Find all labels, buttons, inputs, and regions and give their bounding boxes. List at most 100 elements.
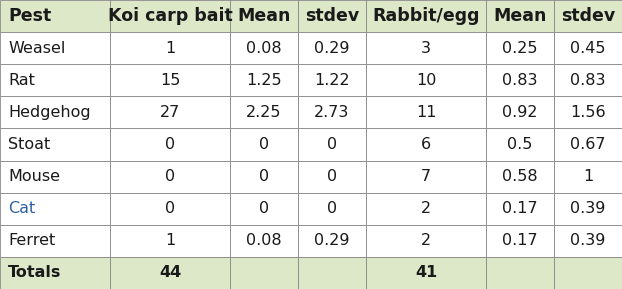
Bar	[366, 32, 486, 64]
Text: 0: 0	[165, 201, 175, 216]
Text: 15: 15	[160, 73, 180, 88]
Text: 0.39: 0.39	[570, 201, 606, 216]
Text: 0.58: 0.58	[502, 169, 538, 184]
Text: Ferret: Ferret	[8, 233, 55, 248]
Bar	[366, 0, 486, 32]
Bar	[366, 161, 486, 193]
Bar	[366, 257, 486, 289]
Bar	[486, 193, 554, 225]
Text: Mouse: Mouse	[8, 169, 60, 184]
Bar	[0, 257, 110, 289]
Text: 0: 0	[327, 169, 337, 184]
Bar	[554, 257, 622, 289]
Text: 1.56: 1.56	[570, 105, 606, 120]
Bar	[0, 0, 110, 32]
Text: 0.83: 0.83	[502, 73, 538, 88]
Text: 7: 7	[421, 169, 431, 184]
Bar	[486, 96, 554, 128]
Text: 10: 10	[416, 73, 436, 88]
Text: 1: 1	[165, 233, 175, 248]
Bar	[110, 257, 230, 289]
Bar	[110, 193, 230, 225]
Text: 11: 11	[415, 105, 436, 120]
Text: 2: 2	[421, 201, 431, 216]
Bar	[298, 96, 366, 128]
Text: Weasel: Weasel	[8, 41, 65, 56]
Text: 0: 0	[327, 137, 337, 152]
Text: 3: 3	[421, 41, 431, 56]
Bar	[298, 225, 366, 257]
Text: 0.08: 0.08	[246, 41, 282, 56]
Bar	[230, 257, 298, 289]
Bar	[230, 225, 298, 257]
Text: Rabbit/egg: Rabbit/egg	[372, 7, 480, 25]
Bar	[486, 0, 554, 32]
Bar	[110, 225, 230, 257]
Text: Cat: Cat	[8, 201, 35, 216]
Bar	[554, 225, 622, 257]
Text: 1.25: 1.25	[246, 73, 282, 88]
Bar	[0, 64, 110, 96]
Bar	[554, 64, 622, 96]
Bar	[230, 0, 298, 32]
Text: 2.73: 2.73	[314, 105, 350, 120]
Bar	[298, 193, 366, 225]
Bar	[0, 128, 110, 161]
Bar	[298, 161, 366, 193]
Bar	[110, 32, 230, 64]
Text: 0.29: 0.29	[314, 233, 350, 248]
Bar	[554, 0, 622, 32]
Text: 2.25: 2.25	[246, 105, 282, 120]
Text: 1.22: 1.22	[314, 73, 350, 88]
Text: 0: 0	[327, 201, 337, 216]
Bar	[0, 225, 110, 257]
Bar	[298, 128, 366, 161]
Text: 0.45: 0.45	[570, 41, 606, 56]
Text: Mean: Mean	[238, 7, 290, 25]
Text: 0.25: 0.25	[502, 41, 538, 56]
Bar	[486, 64, 554, 96]
Bar	[230, 193, 298, 225]
Bar	[230, 32, 298, 64]
Text: 0.5: 0.5	[508, 137, 532, 152]
Text: stdev: stdev	[305, 7, 359, 25]
Bar	[230, 64, 298, 96]
Text: stdev: stdev	[561, 7, 615, 25]
Bar	[110, 0, 230, 32]
Bar	[554, 128, 622, 161]
Text: 0: 0	[259, 201, 269, 216]
Bar	[298, 0, 366, 32]
Bar	[230, 96, 298, 128]
Text: 2: 2	[421, 233, 431, 248]
Bar	[0, 32, 110, 64]
Bar	[298, 257, 366, 289]
Text: Rat: Rat	[8, 73, 35, 88]
Bar	[486, 257, 554, 289]
Text: 0: 0	[259, 137, 269, 152]
Text: Koi carp bait: Koi carp bait	[108, 7, 233, 25]
Bar	[298, 64, 366, 96]
Text: 27: 27	[160, 105, 180, 120]
Bar	[110, 161, 230, 193]
Text: 0.83: 0.83	[570, 73, 606, 88]
Text: 0: 0	[165, 169, 175, 184]
Text: 41: 41	[415, 265, 437, 280]
Bar	[110, 96, 230, 128]
Text: 0.39: 0.39	[570, 233, 606, 248]
Text: 1: 1	[583, 169, 593, 184]
Bar	[554, 96, 622, 128]
Bar	[366, 225, 486, 257]
Bar	[366, 96, 486, 128]
Text: 0.92: 0.92	[502, 105, 538, 120]
Bar	[366, 128, 486, 161]
Bar	[486, 161, 554, 193]
Bar	[230, 161, 298, 193]
Bar	[554, 32, 622, 64]
Bar	[486, 128, 554, 161]
Text: 0: 0	[259, 169, 269, 184]
Bar	[110, 128, 230, 161]
Bar	[298, 32, 366, 64]
Text: 6: 6	[421, 137, 431, 152]
Text: 0.17: 0.17	[502, 233, 538, 248]
Bar	[554, 161, 622, 193]
